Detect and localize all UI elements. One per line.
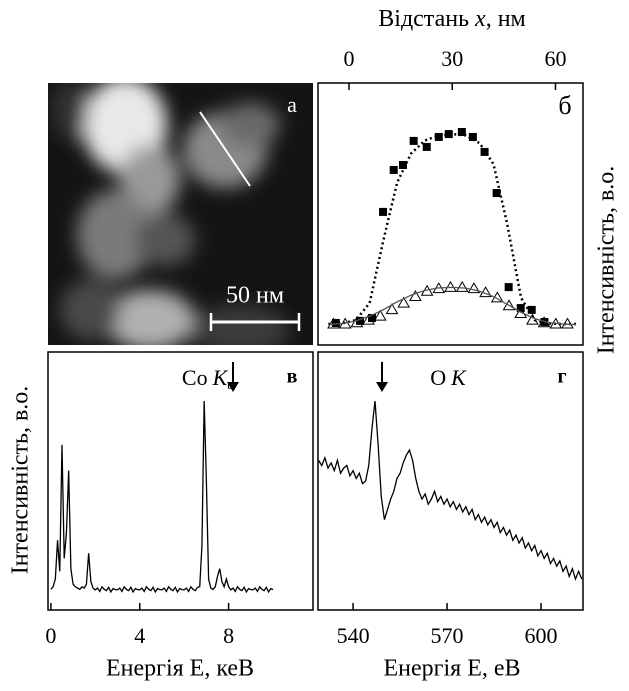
annotation-part: O <box>430 365 446 390</box>
annotation-part: Co <box>182 365 208 390</box>
x-tick-label: 540 <box>337 623 370 648</box>
x-axis-title-part: Відстань <box>378 6 469 32</box>
marker-triangle <box>327 317 340 329</box>
marker-square <box>399 161 408 170</box>
marker-square <box>468 132 477 141</box>
marker-square <box>480 147 489 156</box>
marker-square <box>527 305 536 314</box>
marker-square <box>444 130 453 139</box>
y-axis-title: Інтенсивність, в.о. <box>594 166 620 355</box>
marker-triangle <box>350 316 364 328</box>
x-tick-label: 60 <box>544 46 566 71</box>
plot-frame <box>317 82 584 346</box>
x-axis-title: Енергія E, еВ <box>383 656 520 682</box>
marker-square <box>504 283 513 292</box>
marker-triangle <box>455 280 469 292</box>
marker-square <box>434 132 443 141</box>
marker-triangle <box>502 299 516 311</box>
marker-square <box>368 314 377 323</box>
panel-label: б <box>558 91 571 120</box>
x-tick-label: 30 <box>441 46 463 71</box>
micrograph <box>48 83 313 345</box>
panel-label: а <box>287 92 297 117</box>
x-tick-label: 0 <box>45 623 56 648</box>
annotation-part: K <box>450 365 467 390</box>
marker-triangle <box>362 313 375 325</box>
marker-triangle <box>561 317 574 329</box>
x-axis-title: Відстань x, нм <box>378 6 525 32</box>
marker-square <box>355 316 364 325</box>
annotation-part: K <box>212 365 229 390</box>
marker-triangle <box>397 296 411 308</box>
panel-label: г <box>557 366 566 388</box>
x-axis-title-part: , нм <box>486 6 526 32</box>
marker-triangle <box>385 303 399 315</box>
x-axis-title-part: x <box>474 6 486 32</box>
x-tick-label: 600 <box>525 623 558 648</box>
data-line <box>318 400 583 581</box>
marker-square <box>422 142 431 151</box>
marker-square <box>379 207 388 216</box>
x-tick-label: 570 <box>431 623 464 648</box>
scale-bar-label: 50 нм <box>226 283 284 309</box>
arrow <box>227 362 239 392</box>
marker-triangle <box>467 282 481 294</box>
x-tick-label: 8 <box>223 623 234 648</box>
marker-square <box>409 136 418 145</box>
annotation: CoKα <box>182 365 234 392</box>
marker-square <box>457 127 466 136</box>
panel-label: в <box>287 366 298 388</box>
x-axis-title: Енергія E, кеВ <box>106 656 254 682</box>
marker-triangle <box>373 309 387 321</box>
y-axis-title: Інтенсивність, в.о. <box>8 386 34 575</box>
x-tick-label: 4 <box>134 623 145 648</box>
marker-triangle <box>444 280 457 292</box>
marker-square <box>492 189 501 198</box>
plot-frame <box>317 351 584 611</box>
arrow <box>376 362 388 392</box>
x-tick-label: 0 <box>343 46 354 71</box>
data-line <box>50 401 274 594</box>
marker-square <box>389 165 398 174</box>
plot-frame <box>47 351 314 611</box>
data-line <box>328 132 577 326</box>
marker-triangle <box>409 290 422 302</box>
profile-line <box>199 111 251 187</box>
data-line <box>328 286 577 326</box>
